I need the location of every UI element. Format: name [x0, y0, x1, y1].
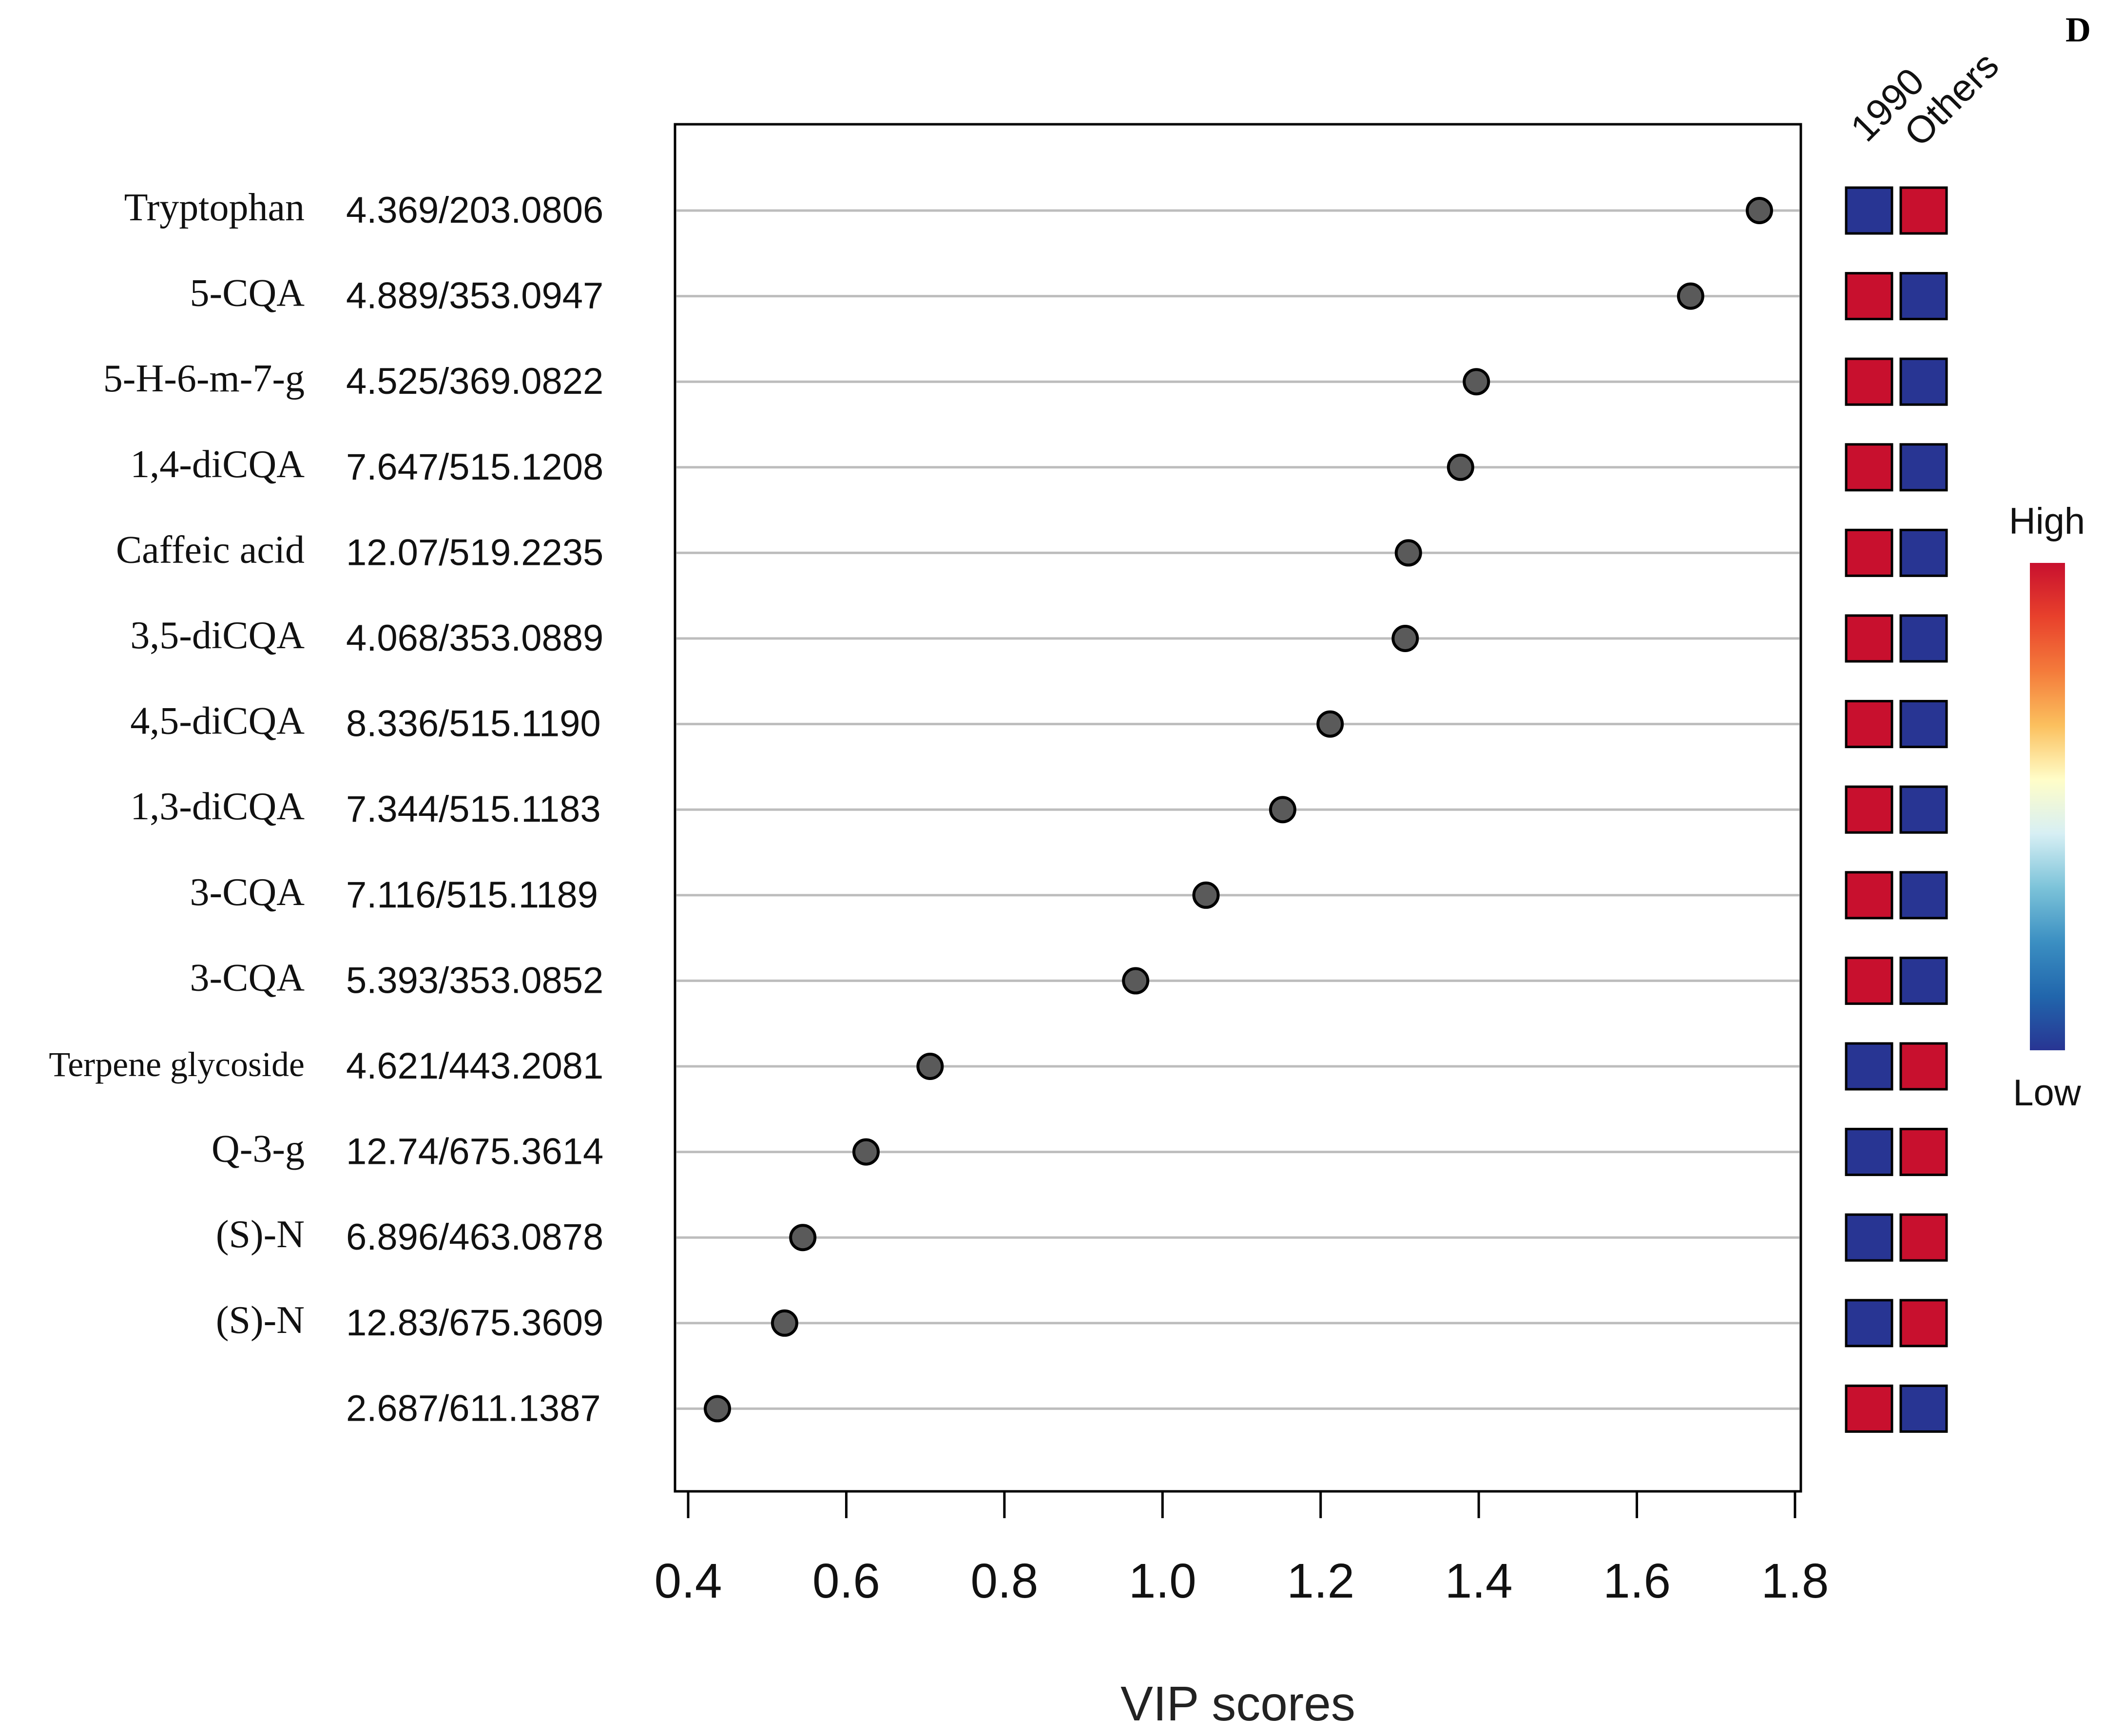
gridlines: [676, 209, 1799, 1410]
data-points: [704, 197, 1774, 1423]
heat-cell: [1845, 614, 1893, 663]
group-heat-cells: [1845, 186, 1948, 1433]
heat-cell: [1845, 700, 1893, 749]
x-tick-label: 1.8: [1761, 1554, 1829, 1608]
heat-cell: [1845, 1042, 1893, 1091]
row-id-label: 12.83/675.3609: [346, 1302, 603, 1344]
row-id-label: 8.336/515.1190: [346, 703, 601, 745]
legend-low-label: Low: [2013, 1072, 2082, 1114]
x-tick-label: 0.4: [654, 1554, 722, 1608]
row-name-label: 1,4-diCQA: [130, 443, 305, 486]
row-name-label: Q-3-g: [212, 1128, 305, 1171]
data-point: [1447, 453, 1474, 481]
legend-gradient-bar: [2030, 563, 2065, 1050]
data-point: [1394, 539, 1422, 567]
row-id-labels: 4.369/203.0806 4.889/353.0947 4.525/369.08…: [346, 190, 603, 1429]
x-tick-label: 1.6: [1603, 1554, 1671, 1608]
legend-high-label: High: [2009, 501, 2085, 542]
heat-cell: [1845, 871, 1893, 920]
heat-cell: [1899, 528, 1948, 577]
row-id-label: 2.687/611.1387: [346, 1388, 601, 1429]
row-labels: Tryptophan 5-CQA 5-H-6-m-7-g 1,4-diCQA Caffe…: [49, 186, 305, 1342]
row-name-label: Tryptophan: [124, 186, 305, 229]
heat-cell: [1899, 272, 1948, 321]
heat-cell: [1899, 871, 1948, 920]
data-point: [704, 1395, 732, 1423]
heat-cell: [1845, 528, 1893, 577]
row-id-label: 4.369/203.0806: [346, 190, 603, 231]
heat-cell: [1899, 785, 1948, 834]
row-name-label: (S)-N: [216, 1299, 305, 1342]
heat-cell: [1899, 614, 1948, 663]
data-point: [1316, 710, 1344, 738]
heat-cell: [1845, 1384, 1893, 1433]
x-tick-label: 1.4: [1445, 1554, 1513, 1608]
row-id-label: 7.344/515.1183: [346, 789, 601, 830]
panel-label: D: [2065, 10, 2091, 49]
row-id-label: 4.525/369.0822: [346, 361, 603, 402]
data-point: [916, 1053, 944, 1080]
data-point: [1746, 197, 1774, 224]
row-name-label: 3-CQA: [190, 871, 305, 914]
heat-cell: [1899, 1128, 1948, 1177]
row-id-label: 4.621/443.2081: [346, 1045, 603, 1087]
data-point: [1269, 796, 1296, 824]
data-point: [1677, 282, 1704, 310]
heat-cell: [1845, 956, 1893, 1005]
x-axis-title: VIP scores: [1120, 1677, 1355, 1731]
row-name-label: 5-CQA: [190, 272, 305, 315]
row-id-label: 12.74/675.3614: [346, 1131, 603, 1173]
row-id-label: 5.393/353.0852: [346, 960, 603, 1001]
row-id-label: 6.896/463.0878: [346, 1216, 603, 1258]
x-tick-label: 0.8: [970, 1554, 1038, 1608]
heat-cell: [1899, 443, 1948, 492]
row-name-label: 1,3-diCQA: [130, 785, 305, 828]
row-id-label: 7.116/515.1189: [346, 874, 598, 916]
row-name-label: (S)-N: [216, 1213, 305, 1256]
row-id-label: 7.647/515.1208: [346, 446, 603, 488]
plot-frame: [674, 123, 1802, 1493]
heat-cell: [1845, 272, 1893, 321]
row-name-label: 3,5-diCQA: [130, 614, 305, 657]
row-name-label: 3-CQA: [190, 956, 305, 999]
data-point: [1391, 625, 1419, 652]
x-tick-label: 1.2: [1287, 1554, 1354, 1608]
heat-cell: [1899, 1384, 1948, 1433]
row-id-label: 4.889/353.0947: [346, 275, 603, 317]
color-legend: High Low: [2009, 501, 2085, 1114]
heat-cell: [1899, 357, 1948, 406]
x-tick-label: 0.6: [812, 1554, 880, 1608]
data-point: [771, 1309, 798, 1337]
row-id-label: 4.068/353.0889: [346, 617, 603, 659]
heat-cell: [1845, 785, 1893, 834]
heat-cell: [1899, 956, 1948, 1005]
heat-cell: [1845, 443, 1893, 492]
row-name-label: 4,5-diCQA: [130, 700, 305, 743]
heat-cell: [1899, 186, 1948, 235]
heat-cell: [1845, 186, 1893, 235]
row-name-label: Caffeic acid: [116, 528, 305, 571]
row-id-label: 12.07/519.2235: [346, 532, 603, 573]
row-name-label: Terpene glycoside: [49, 1045, 305, 1084]
x-axis: 0.4 0.6 0.8 1.0 1.2 1.4 1.6 1.8: [654, 1491, 1829, 1608]
row-name-label: 5-H-6-m-7-g: [103, 357, 305, 400]
data-point: [1192, 881, 1220, 909]
heat-cell: [1899, 700, 1948, 749]
x-tick-label: 1.0: [1129, 1554, 1196, 1608]
heat-cell: [1845, 1213, 1893, 1262]
heat-cell: [1899, 1042, 1948, 1091]
heat-cell: [1845, 1128, 1893, 1177]
heat-cell: [1899, 1299, 1948, 1348]
data-point: [1122, 967, 1150, 995]
data-point: [852, 1138, 880, 1166]
data-point: [789, 1224, 817, 1252]
heat-cell: [1845, 357, 1893, 406]
data-point: [1463, 368, 1490, 396]
heat-cell: [1845, 1299, 1893, 1348]
heat-cell: [1899, 1213, 1948, 1262]
